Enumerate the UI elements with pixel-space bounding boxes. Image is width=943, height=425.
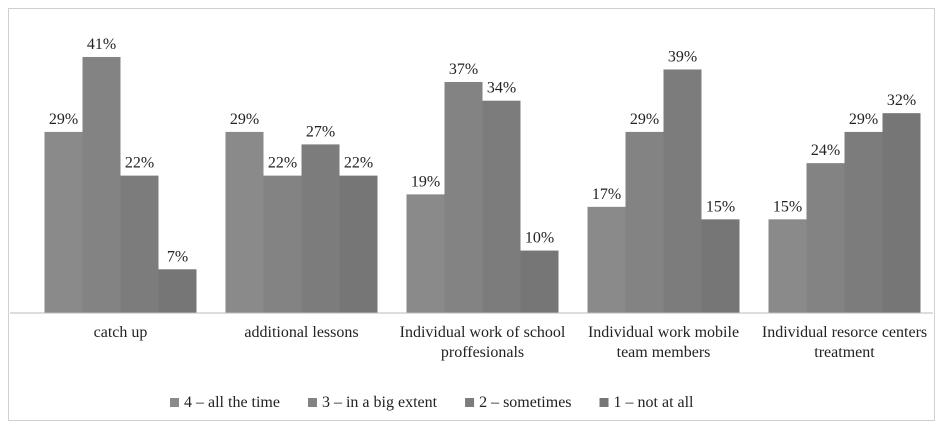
bar (263, 175, 302, 313)
data-label: 22% (125, 155, 154, 172)
bar (625, 131, 664, 313)
x-tick-label: Individual work mobile team members (587, 324, 740, 361)
x-tick-label: Individual work of school proffesionals (399, 324, 566, 361)
data-label: 29% (230, 111, 259, 128)
data-label: 32% (887, 92, 916, 109)
legend-label: 3 – in a big extent (322, 394, 438, 411)
legend-label: 2 – sometimes (479, 394, 571, 411)
data-label: 17% (592, 186, 621, 203)
bar (301, 144, 340, 313)
bar (339, 175, 378, 313)
bar (844, 131, 883, 313)
x-tick-label: catch up (93, 324, 148, 341)
legend-swatch (599, 398, 609, 407)
bar (806, 163, 845, 313)
bar (225, 131, 264, 313)
bar (701, 219, 740, 313)
data-label: 19% (411, 173, 440, 190)
x-tick-label: additional lessons (244, 324, 359, 341)
data-label: 41% (87, 36, 116, 53)
bar (44, 131, 83, 313)
bar (444, 81, 483, 313)
data-label: 22% (344, 155, 373, 172)
data-label: 10% (525, 230, 554, 247)
data-label: 37% (449, 61, 478, 78)
bar (882, 113, 921, 313)
data-label: 22% (268, 155, 297, 172)
bar (482, 100, 521, 313)
legend-swatch (465, 398, 475, 407)
chart-frame (8, 8, 935, 421)
data-label: 15% (773, 198, 802, 215)
bar (158, 269, 197, 313)
bar (406, 194, 445, 313)
bar (120, 175, 159, 313)
data-label: 7% (167, 248, 188, 265)
data-label: 34% (487, 80, 516, 97)
bar (520, 250, 559, 313)
legend-label: 1 – not at all (614, 394, 695, 411)
data-label: 27% (306, 123, 335, 140)
data-label: 15% (706, 198, 735, 215)
legend-label: 4 – all the time (184, 394, 280, 411)
bar (663, 69, 702, 313)
bar (768, 219, 807, 313)
data-label: 29% (849, 111, 878, 128)
data-label: 29% (630, 111, 659, 128)
legend-swatch (170, 398, 179, 407)
data-label: 24% (811, 142, 840, 159)
data-label: 39% (668, 48, 697, 65)
x-tick-label: Individual resorce centers treatment (761, 324, 928, 361)
bar (587, 206, 626, 313)
bar (82, 56, 121, 313)
data-label: 29% (49, 111, 78, 128)
legend-swatch (307, 398, 317, 407)
